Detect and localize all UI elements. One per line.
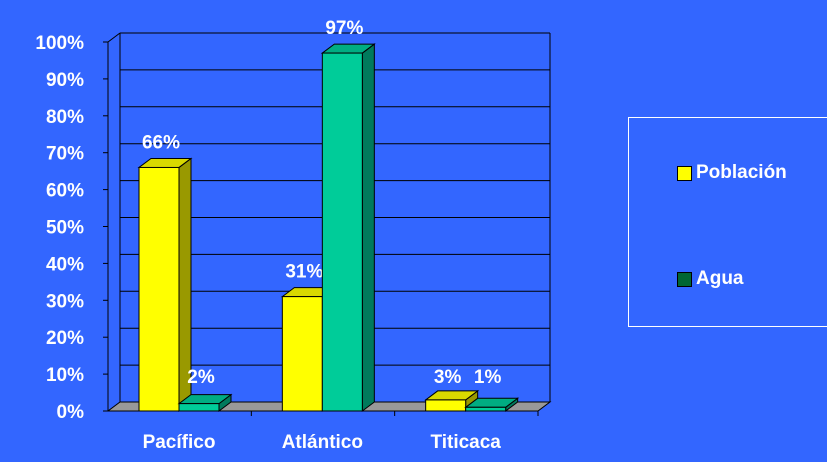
legend-item-agua: Agua xyxy=(677,268,744,290)
y-tick-label: 30% xyxy=(46,291,84,312)
bar-agua-pacifico xyxy=(178,403,220,412)
data-label-agua-atlantico: 97% xyxy=(325,18,363,39)
data-label-agua-titicaca: 1% xyxy=(474,367,502,388)
legend: Población Agua xyxy=(628,117,827,327)
x-tick-label-pacifico: Pacífico xyxy=(143,432,216,453)
y-tick-label: 80% xyxy=(46,107,84,128)
y-tick-label: 10% xyxy=(46,365,84,386)
legend-swatch-poblacion xyxy=(677,165,692,181)
y-tick-label: 60% xyxy=(46,181,84,202)
y-tick-label: 90% xyxy=(46,70,84,91)
data-label-poblacion-titicaca: 3% xyxy=(434,367,462,388)
y-tick-label: 20% xyxy=(46,328,84,349)
bar-agua-atlantico xyxy=(321,52,363,412)
x-tick-label-atlantico: Atlántico xyxy=(282,432,363,453)
legend-label-agua: Agua xyxy=(696,268,744,289)
legend-item-poblacion: Población xyxy=(677,162,787,184)
y-tick-label: 40% xyxy=(46,254,84,275)
x-tick-label-titicaca: Titicaca xyxy=(430,432,501,453)
data-label-poblacion-atlantico: 31% xyxy=(285,262,323,283)
legend-label-poblacion: Población xyxy=(696,162,787,183)
bar-agua-atlantico-side xyxy=(361,43,375,412)
bar-poblacion-atlantico xyxy=(281,296,323,412)
y-tick-label: 50% xyxy=(46,218,84,239)
wall-corner-line xyxy=(107,32,121,43)
y-tick-label: 100% xyxy=(35,33,84,54)
bar-poblacion-titicaca xyxy=(425,399,467,412)
legend-swatch-agua xyxy=(677,271,692,287)
y-tick-label: 70% xyxy=(46,144,84,165)
bar-poblacion-pacifico xyxy=(138,166,180,412)
data-label-poblacion-pacifico: 66% xyxy=(142,132,180,153)
bar-agua-titicaca xyxy=(465,406,507,412)
data-label-agua-pacifico: 2% xyxy=(187,367,215,388)
y-tick-label: 0% xyxy=(57,402,85,423)
